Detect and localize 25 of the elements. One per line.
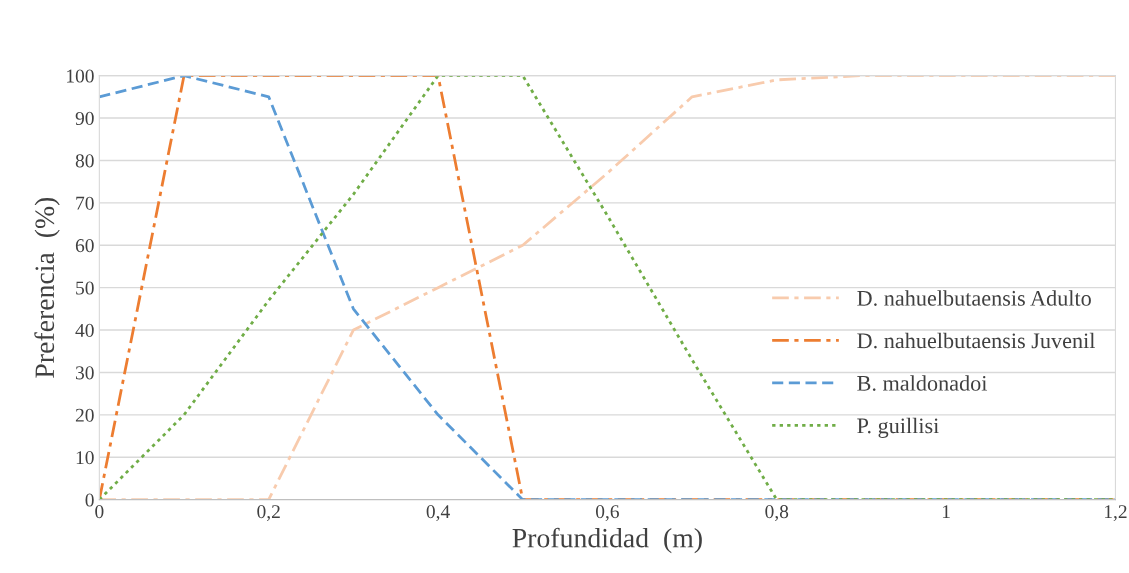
y-tick-label: 40 — [75, 323, 94, 337]
legend-label: B. maldonadoi — [857, 375, 988, 391]
x-tick-label: 1,2 — [1105, 505, 1127, 521]
y-tick-label: 90 — [75, 111, 94, 125]
x-tick-label: 0,2 — [257, 505, 280, 521]
x-tick-label: 1 — [942, 505, 950, 519]
line-series — [99, 75, 1116, 500]
y-tick-label: 50 — [76, 281, 94, 295]
y-tick-label: 30 — [75, 366, 94, 380]
y-tick-label: 20 — [75, 408, 94, 422]
x-axis-title: Profundidad (m) — [512, 527, 702, 554]
x-tick-label: 0 — [95, 505, 104, 519]
y-tick-label: 70 — [76, 196, 94, 210]
y-tick-label: 60 — [75, 239, 94, 253]
legend-label: D. nahuelbutaensis Adulto — [857, 290, 1091, 306]
legend-label: P. guillisi — [857, 417, 939, 438]
legend-label: D. nahuelbutaensis Juvenil — [857, 332, 1095, 349]
y-tick-label: 80 — [75, 154, 94, 168]
y-tick-label: 0 — [85, 493, 94, 507]
x-tick-label: 0,6 — [595, 505, 619, 521]
y-axis-title: Preferencia (%) — [34, 197, 60, 378]
y-tick-label: 10 — [76, 451, 94, 465]
x-tick-label: 0,8 — [765, 505, 789, 521]
y-tick-label: 100 — [67, 69, 94, 83]
x-tick-label: 0,4 — [426, 505, 450, 521]
